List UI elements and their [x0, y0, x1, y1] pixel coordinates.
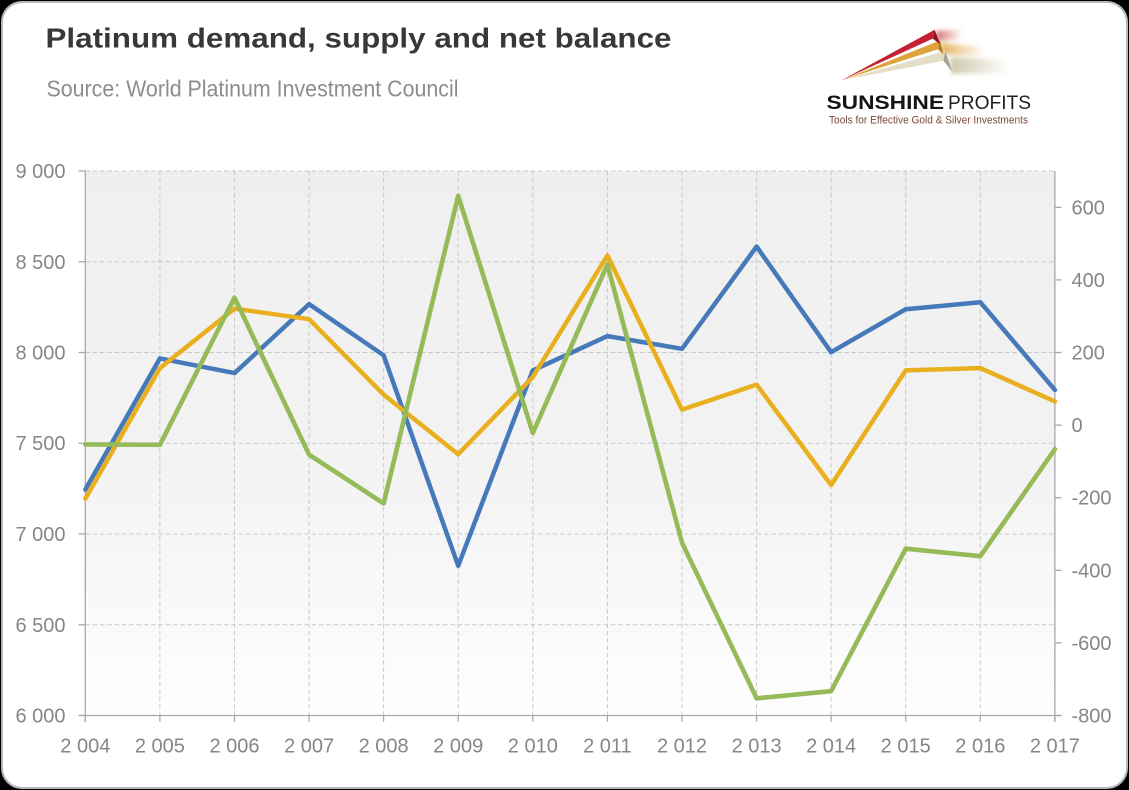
svg-text:2 011: 2 011 — [583, 736, 632, 758]
svg-text:-400: -400 — [1072, 560, 1112, 582]
svg-text:2 009: 2 009 — [433, 736, 483, 758]
svg-text:-600: -600 — [1072, 633, 1112, 655]
svg-text:9 000: 9 000 — [15, 161, 65, 183]
svg-text:-200: -200 — [1072, 488, 1112, 510]
svg-text:2 016: 2 016 — [955, 736, 1005, 758]
svg-text:Tools for Effective Gold & Sil: Tools for Effective Gold & Silver Invest… — [829, 115, 1028, 127]
svg-text:2 005: 2 005 — [135, 736, 185, 758]
svg-text:0: 0 — [1072, 415, 1083, 437]
svg-text:8 500: 8 500 — [15, 252, 65, 274]
svg-text:2 008: 2 008 — [359, 736, 409, 758]
svg-text:2 017: 2 017 — [1030, 736, 1080, 758]
svg-text:7 500: 7 500 — [15, 433, 65, 455]
svg-text:6 000: 6 000 — [15, 706, 65, 728]
svg-text:7 000: 7 000 — [15, 524, 65, 546]
svg-text:-800: -800 — [1072, 706, 1112, 728]
svg-text:Source: World Platinum Investm: Source: World Platinum Investment Counci… — [47, 75, 459, 101]
svg-text:2 013: 2 013 — [732, 736, 782, 758]
svg-text:Platinum demand, supply and ne: Platinum demand, supply and net balance — [46, 23, 672, 54]
svg-text:2 004: 2 004 — [60, 736, 110, 758]
svg-text:SUNSHINE: SUNSHINE — [827, 93, 945, 114]
svg-text:6 500: 6 500 — [15, 615, 65, 637]
svg-text:2 007: 2 007 — [284, 736, 334, 758]
svg-text:2 010: 2 010 — [508, 736, 558, 758]
svg-text:8 000: 8 000 — [15, 343, 65, 365]
svg-text:200: 200 — [1072, 343, 1105, 365]
svg-text:PROFITS: PROFITS — [948, 93, 1031, 114]
svg-text:600: 600 — [1072, 197, 1105, 219]
svg-text:2 015: 2 015 — [881, 736, 931, 758]
svg-text:2 012: 2 012 — [657, 736, 707, 758]
svg-text:400: 400 — [1072, 270, 1105, 292]
svg-text:2 014: 2 014 — [806, 736, 856, 758]
svg-text:2 006: 2 006 — [209, 736, 259, 758]
